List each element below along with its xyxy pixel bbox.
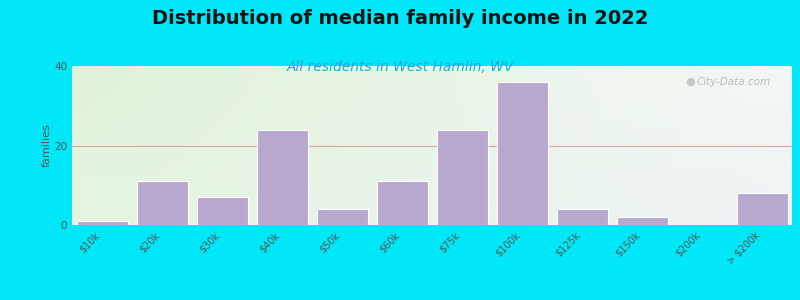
Bar <box>317 209 367 225</box>
Text: City-Data.com: City-Data.com <box>696 77 770 87</box>
Bar <box>437 130 487 225</box>
Y-axis label: families: families <box>42 124 51 167</box>
Bar <box>617 217 667 225</box>
Bar <box>497 82 547 225</box>
Text: ●: ● <box>685 77 694 87</box>
Text: Distribution of median family income in 2022: Distribution of median family income in … <box>152 9 648 28</box>
Text: All residents in West Hamlin, WV: All residents in West Hamlin, WV <box>286 60 514 74</box>
Bar <box>137 181 187 225</box>
Bar <box>737 193 787 225</box>
Bar <box>377 181 427 225</box>
Bar <box>197 197 247 225</box>
Bar <box>557 209 607 225</box>
Bar <box>77 221 127 225</box>
Bar <box>257 130 307 225</box>
